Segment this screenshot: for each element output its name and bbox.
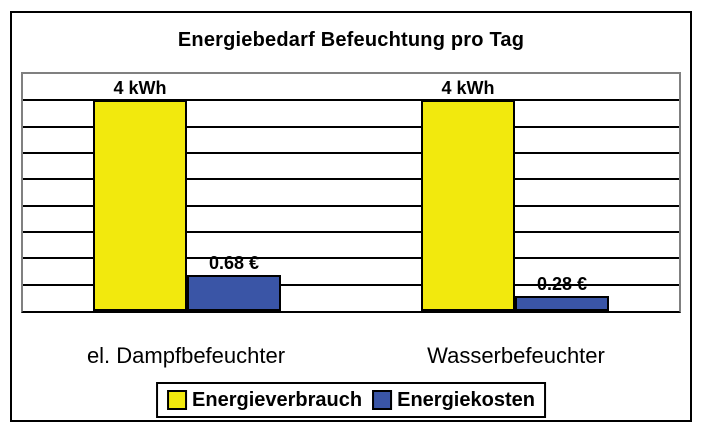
bar-groups: 4 kWh 0.68 € 4 kWh 0.28 € <box>23 74 679 311</box>
gridline <box>23 283 679 286</box>
plot-area: 4 kWh 0.68 € 4 kWh 0.28 € <box>21 72 681 313</box>
gridline <box>23 204 679 207</box>
gridline <box>23 125 679 128</box>
bar-energiekosten-wasserbefeuchter: 0.28 € <box>515 274 609 311</box>
chart-title: Energiebedarf Befeuchtung pro Tag <box>177 29 525 51</box>
legend-swatch-energiekosten <box>372 390 393 410</box>
group-wasserbefeuchter: 4 kWh 0.28 € <box>351 74 679 311</box>
gridline <box>23 151 679 154</box>
chart-figure: Energiebedarf Befeuchtung pro Tag 4 kWh … <box>10 11 692 422</box>
category-label-wasserbefeuchter: Wasserbefeuchter <box>427 343 605 368</box>
bar-energiekosten-el-dampfbefeuchter: 0.68 € <box>187 253 281 311</box>
legend-label-energiekosten: Energiekosten <box>397 388 535 411</box>
legend-swatch-energieverbrauch <box>167 390 188 410</box>
legend-label-energieverbrauch: Energieverbrauch <box>192 388 363 411</box>
gridline <box>23 178 679 181</box>
category-label-el-dampfbefeuchter: el. Dampfbefeuchter <box>86 343 286 368</box>
data-label-energiekosten-wasserbefeuchter: 0.28 € <box>536 274 588 295</box>
category-axis: el. Dampfbefeuchter Wasserbefeuchter <box>21 343 681 369</box>
data-label-energiekosten-el-dampfbefeuchter: 0.68 € <box>208 253 260 274</box>
gridline <box>23 99 679 102</box>
gridlines <box>23 74 679 311</box>
bar-energieverbrauch-wasserbefeuchter: 4 kWh <box>421 78 515 311</box>
data-label-energieverbrauch-el-dampfbefeuchter: 4 kWh <box>113 78 167 99</box>
gridline <box>23 257 679 260</box>
group-el-dampfbefeuchter: 4 kWh 0.68 € <box>23 74 351 311</box>
legend: Energieverbrauch Energiekosten <box>156 382 546 418</box>
gridline <box>23 230 679 233</box>
data-label-energieverbrauch-wasserbefeuchter: 4 kWh <box>441 78 495 99</box>
bar-energieverbrauch-el-dampfbefeuchter: 4 kWh <box>93 78 187 311</box>
